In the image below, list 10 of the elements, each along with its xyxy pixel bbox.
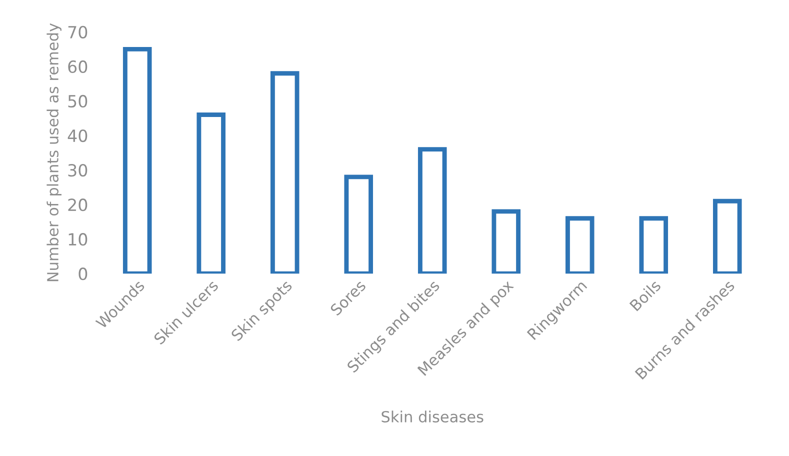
y-tick-label: 60: [68, 60, 88, 74]
y-axis-title: Number of plants used as remedy: [46, 23, 62, 282]
y-tick-label: 40: [68, 129, 88, 142]
y-tick-label: 10: [68, 233, 88, 246]
y-tick-label: 30: [68, 164, 88, 177]
y-tick-label: 20: [68, 198, 88, 212]
y-tick-label: 70: [68, 26, 88, 38]
x-axis-title: Skin diseases: [382, 410, 484, 423]
y-tick-label: 50: [68, 94, 88, 108]
y-tick-label: 0: [78, 268, 88, 280]
